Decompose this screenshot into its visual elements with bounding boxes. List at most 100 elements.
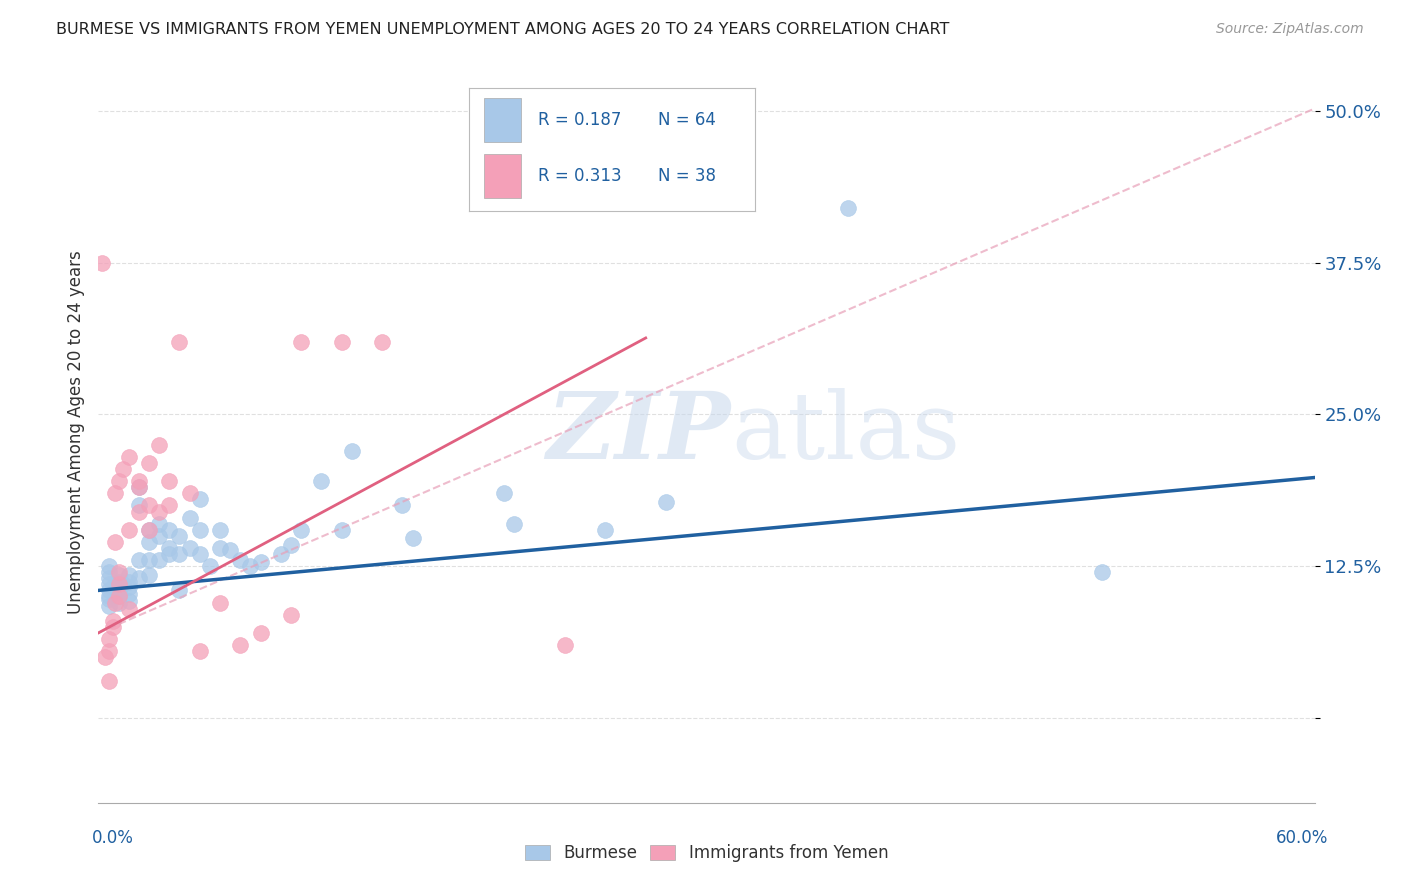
Point bbox=[128, 499, 150, 513]
Point bbox=[157, 499, 180, 513]
Point bbox=[97, 559, 120, 574]
Point bbox=[169, 529, 191, 543]
Point bbox=[118, 450, 141, 464]
Point bbox=[104, 486, 127, 500]
Point bbox=[290, 334, 312, 349]
Point bbox=[138, 553, 160, 567]
Text: ZIP: ZIP bbox=[547, 388, 731, 477]
Point bbox=[157, 541, 180, 555]
Point bbox=[138, 456, 160, 470]
Point bbox=[107, 577, 129, 591]
Point bbox=[107, 474, 129, 488]
Point bbox=[93, 650, 115, 665]
Point bbox=[118, 594, 141, 608]
Point bbox=[104, 534, 127, 549]
Point bbox=[401, 531, 423, 545]
Point bbox=[209, 595, 232, 609]
Point bbox=[239, 559, 262, 574]
Point bbox=[118, 574, 141, 589]
Point bbox=[138, 523, 160, 537]
Point bbox=[97, 591, 120, 606]
Point bbox=[219, 543, 242, 558]
Point bbox=[157, 547, 180, 561]
Point bbox=[118, 601, 141, 615]
Point bbox=[128, 474, 150, 488]
Point bbox=[101, 580, 124, 594]
Point bbox=[118, 580, 141, 594]
Point bbox=[188, 644, 211, 658]
Point bbox=[249, 556, 271, 570]
Point bbox=[554, 638, 576, 652]
Point bbox=[169, 334, 191, 349]
Point bbox=[128, 504, 150, 518]
Legend: Burmese, Immigrants from Yemen: Burmese, Immigrants from Yemen bbox=[517, 838, 896, 869]
Point bbox=[391, 499, 413, 513]
Text: Source: ZipAtlas.com: Source: ZipAtlas.com bbox=[1216, 22, 1364, 37]
Point bbox=[118, 523, 141, 537]
Point bbox=[209, 523, 232, 537]
Point bbox=[330, 523, 353, 537]
Point bbox=[290, 523, 312, 537]
Point bbox=[270, 547, 292, 561]
Point bbox=[97, 644, 120, 658]
Point bbox=[179, 510, 201, 524]
Point bbox=[655, 495, 678, 509]
Point bbox=[107, 574, 129, 589]
Point bbox=[107, 580, 129, 594]
Point bbox=[340, 443, 363, 458]
Point bbox=[107, 586, 129, 600]
Point bbox=[107, 590, 129, 604]
Point bbox=[157, 474, 180, 488]
Point bbox=[148, 438, 170, 452]
Point bbox=[97, 577, 120, 591]
Point bbox=[101, 620, 124, 634]
Point bbox=[148, 529, 170, 543]
Point bbox=[107, 595, 129, 609]
Text: 60.0%: 60.0% bbox=[1277, 829, 1329, 847]
Point bbox=[97, 571, 120, 585]
Point bbox=[128, 480, 150, 494]
Point bbox=[138, 567, 160, 582]
Point bbox=[1091, 565, 1114, 579]
Point bbox=[148, 553, 170, 567]
Y-axis label: Unemployment Among Ages 20 to 24 years: Unemployment Among Ages 20 to 24 years bbox=[66, 251, 84, 615]
Point bbox=[229, 638, 252, 652]
Point bbox=[138, 523, 160, 537]
Point bbox=[503, 516, 526, 531]
Point bbox=[97, 583, 120, 598]
Point bbox=[188, 492, 211, 507]
Text: BURMESE VS IMMIGRANTS FROM YEMEN UNEMPLOYMENT AMONG AGES 20 TO 24 YEARS CORRELAT: BURMESE VS IMMIGRANTS FROM YEMEN UNEMPLO… bbox=[56, 22, 949, 37]
Point bbox=[128, 571, 150, 585]
Point bbox=[837, 201, 859, 215]
Point bbox=[138, 499, 160, 513]
Point bbox=[311, 474, 333, 488]
Point bbox=[97, 674, 120, 689]
Point bbox=[111, 462, 134, 476]
Point bbox=[107, 565, 129, 579]
Point bbox=[107, 567, 129, 582]
Point bbox=[138, 534, 160, 549]
Point bbox=[101, 614, 124, 628]
Point bbox=[97, 565, 120, 579]
Point bbox=[169, 583, 191, 598]
Point bbox=[169, 547, 191, 561]
Point bbox=[104, 595, 127, 609]
Point bbox=[179, 486, 201, 500]
Point bbox=[111, 577, 134, 591]
Point bbox=[492, 486, 515, 500]
Point bbox=[371, 334, 394, 349]
Point bbox=[97, 590, 120, 604]
Point bbox=[188, 547, 211, 561]
Point bbox=[107, 590, 129, 604]
Point bbox=[198, 559, 221, 574]
Point bbox=[118, 587, 141, 601]
Point bbox=[157, 523, 180, 537]
Point bbox=[118, 567, 141, 582]
Point bbox=[97, 632, 120, 646]
Point bbox=[330, 334, 353, 349]
Point bbox=[188, 523, 211, 537]
Point bbox=[280, 607, 302, 622]
Point bbox=[97, 599, 120, 614]
Point bbox=[280, 539, 302, 553]
Point bbox=[91, 256, 114, 270]
